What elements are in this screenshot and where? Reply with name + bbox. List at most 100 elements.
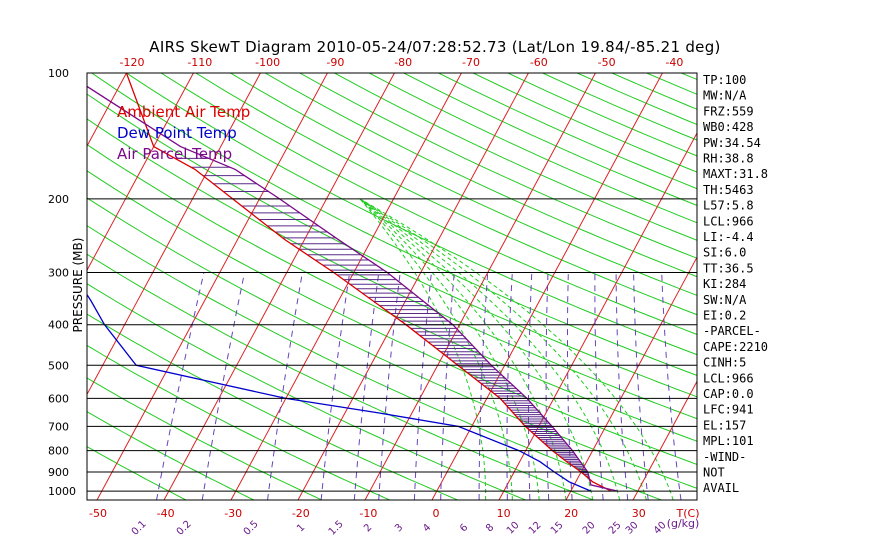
isotherm-line <box>163 73 395 500</box>
mixing-ratio-line <box>267 272 303 500</box>
index-value: SI:6.0 <box>703 246 746 260</box>
pressure-tick-label: 500 <box>48 359 69 372</box>
isotherm-line <box>565 256 697 500</box>
moist-adiabat <box>359 198 621 500</box>
index-value: SW:N/A <box>703 293 747 307</box>
top-temp-tick-label: -110 <box>187 56 212 69</box>
dry-adiabat <box>87 377 323 500</box>
dry-adiabat <box>87 197 697 489</box>
dry-adiabat <box>195 73 697 316</box>
bottom-temp-tick-label: 20 <box>564 507 578 520</box>
pressure-tick-label: 1000 <box>48 485 76 498</box>
top-temp-tick-label: -60 <box>530 56 548 69</box>
dew-point-temp-profile <box>87 293 592 492</box>
index-value: EI:0.2 <box>703 309 746 323</box>
mixing-ratio-label: 15 <box>549 520 566 537</box>
dry-adiabat <box>87 411 255 500</box>
dry-adiabat <box>334 73 697 241</box>
index-value: TT:36.5 <box>703 261 754 275</box>
mixing-ratio-label: 1.5 <box>327 519 346 538</box>
plot-frame <box>86 72 698 501</box>
plot-area <box>87 73 697 500</box>
top-temp-tick-label: -70 <box>462 56 480 69</box>
chart-title: AIRS SkewT Diagram 2010-05-24/07:28:52.7… <box>149 38 720 56</box>
index-value: RH:38.8 <box>703 152 754 166</box>
dry-adiabat <box>87 283 526 500</box>
mixing-ratio-line <box>413 272 432 500</box>
index-value: MAXT:31.8 <box>703 167 768 181</box>
bottom-temp-tick-label: -40 <box>157 507 175 520</box>
index-value: TP:100 <box>703 73 746 87</box>
mixing-ratio-line <box>594 272 604 500</box>
index-value: CAP:0.0 <box>703 387 754 401</box>
mixing-ratio-line <box>661 272 682 500</box>
index-value: FRZ:559 <box>703 104 754 118</box>
legend-entry: Ambient Air Temp <box>117 103 250 121</box>
pressure-tick-label: 800 <box>48 445 69 458</box>
mixing-ratio-line <box>567 272 573 500</box>
top-temp-tick-label: -90 <box>326 56 344 69</box>
mixing-ratio-label: 30 <box>624 520 641 537</box>
mixing-ratio-line <box>633 272 649 500</box>
dry-adiabat <box>87 143 697 442</box>
moist-adiabat <box>359 198 567 500</box>
index-value: MW:N/A <box>703 89 747 103</box>
dry-adiabat <box>403 73 697 207</box>
top-temp-tick-label: -80 <box>394 56 412 69</box>
mixing-ratio-label: 3 <box>393 522 405 534</box>
index-value: L57:5.8 <box>703 199 754 213</box>
mixing-ratio-label: 10 <box>505 520 522 537</box>
y-axis-label: PRESSURE (MB) <box>71 238 85 333</box>
mixing-ratio-label: 8 <box>484 522 496 534</box>
moist-adiabat <box>359 198 594 500</box>
moist-adiabat <box>359 198 647 500</box>
index-value: CINH:5 <box>703 356 746 370</box>
index-value: LI:-4.4 <box>703 230 754 244</box>
isotherm-line <box>364 73 596 500</box>
mixing-ratio-label: 4 <box>421 522 433 534</box>
mixing-ratio-unit: (g/kg) <box>667 517 700 530</box>
pressure-tick-label: 200 <box>48 193 69 206</box>
isotherm-line <box>87 73 261 396</box>
pressure-tick-label: 700 <box>48 420 69 433</box>
air-parcel-temp-profile <box>87 85 618 492</box>
top-temp-tick-label: -100 <box>255 56 280 69</box>
index-value: LCL:966 <box>703 371 754 385</box>
temp-unit-label: T(C) <box>676 507 700 520</box>
moist-adiabat <box>359 198 674 500</box>
index-value: EL:157 <box>703 418 746 432</box>
dry-adiabat <box>472 73 697 173</box>
mixing-ratio-line <box>201 272 245 500</box>
isotherm-line <box>230 73 462 500</box>
mixing-ratio-line <box>615 272 629 500</box>
index-value: PW:34.54 <box>703 136 761 150</box>
dry-adiabat <box>264 73 697 278</box>
isotherm-line <box>297 73 529 500</box>
mixing-ratio-label: 6 <box>458 522 470 534</box>
pressure-tick-label: 300 <box>48 267 69 280</box>
index-value: -PARCEL- <box>703 324 761 338</box>
index-value: TH:5463 <box>703 183 754 197</box>
legend-entry: Air Parcel Temp <box>117 145 232 163</box>
bottom-temp-tick-label: -20 <box>292 507 310 520</box>
moist-adiabat <box>359 198 513 500</box>
bottom-temp-tick-label: 30 <box>632 507 646 520</box>
pressure-tick-label: 900 <box>48 466 69 479</box>
pressure-tick-label: 100 <box>48 67 69 80</box>
pressure-tick-label: 600 <box>48 392 69 405</box>
mixing-ratio-label: 0.5 <box>242 519 261 538</box>
top-temp-tick-label: -40 <box>665 56 683 69</box>
mixing-ratio-line <box>156 272 205 500</box>
index-value: LCL:966 <box>703 214 754 228</box>
isotherm-line <box>498 132 697 500</box>
dry-adiabat <box>87 445 187 500</box>
mixing-ratio-line <box>378 272 401 500</box>
bottom-temp-tick-label: 10 <box>497 507 511 520</box>
index-value: MPL:101 <box>703 434 754 448</box>
dry-adiabat <box>299 73 697 259</box>
dry-adiabat <box>87 118 697 420</box>
bottom-temp-tick-label: -50 <box>89 507 107 520</box>
index-value: AVAIL <box>703 481 739 495</box>
mixing-ratio-line <box>440 272 455 500</box>
mixing-ratio-label: 20 <box>581 520 598 537</box>
